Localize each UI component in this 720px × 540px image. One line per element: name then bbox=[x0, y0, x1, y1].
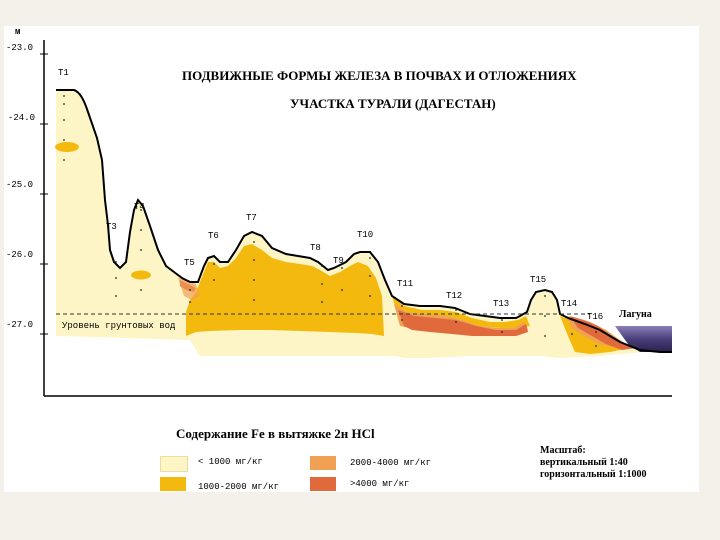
layer-orange-c bbox=[178, 278, 200, 300]
legend-label-red: >4000 мг/кг bbox=[350, 479, 410, 489]
point-label-t13: T13 bbox=[493, 299, 510, 309]
y-tick-label: -27.0 bbox=[6, 320, 34, 330]
legend-swatch-orange bbox=[310, 456, 336, 470]
scale-vertical: вертикальный 1:40 bbox=[540, 457, 628, 468]
point-label-t4: T4 bbox=[134, 202, 145, 212]
point-label-t12: T12 bbox=[446, 291, 463, 301]
legend-swatch-light bbox=[160, 456, 188, 472]
scale-horizontal: горизонтальный 1:1000 bbox=[540, 469, 647, 480]
lagoon-water bbox=[615, 326, 672, 352]
legend-title: Содержание Fe в вытяжке 2н HCl bbox=[176, 426, 375, 441]
layer-yellow bbox=[186, 244, 384, 336]
legend-swatch-red bbox=[310, 477, 336, 491]
legend-swatch-yellow bbox=[160, 477, 186, 491]
point-label-t3: T3 bbox=[106, 222, 117, 232]
lens-t1 bbox=[55, 142, 79, 152]
point-label-t9: T9 bbox=[333, 256, 344, 266]
point-label-t8: T8 bbox=[310, 243, 321, 253]
groundwater-label: Уровень грунтовых вод bbox=[62, 321, 176, 331]
y-tick-label: -26.0 bbox=[6, 250, 34, 260]
title-line1: ПОДВИЖНЫЕ ФОРМЫ ЖЕЛЕЗА В ПОЧВАХ И ОТЛОЖЕ… bbox=[182, 68, 577, 83]
lens-t4 bbox=[131, 270, 151, 280]
point-label-t16: T16 bbox=[587, 312, 604, 322]
y-tick-label: -23.0 bbox=[6, 43, 34, 53]
point-label-t14: T14 bbox=[561, 299, 578, 309]
legend-label-light: < 1000 мг/кг bbox=[198, 457, 263, 467]
sampling-dots bbox=[63, 95, 597, 347]
point-label-t10: T10 bbox=[357, 230, 374, 240]
point-label-t6: T6 bbox=[208, 231, 219, 241]
lagoon-label: Лагуна bbox=[619, 309, 652, 320]
point-label-t5: T5 bbox=[184, 258, 195, 268]
point-label-t11: T11 bbox=[397, 279, 414, 289]
y-tick-label: -24.0 bbox=[8, 113, 36, 123]
axis-unit: м bbox=[15, 27, 21, 37]
y-ticks bbox=[40, 53, 48, 335]
layer-red bbox=[398, 310, 528, 336]
point-label-t1: T1 bbox=[58, 68, 69, 78]
surface-line bbox=[56, 89, 672, 353]
legend-label-orange: 2000-4000 мг/кг bbox=[350, 458, 432, 468]
legend-label-yellow: 1000-2000 мг/кг bbox=[198, 482, 280, 492]
title-line2: УЧАСТКА ТУРАЛИ (ДАГЕСТАН) bbox=[290, 96, 496, 111]
scale-heading: Масштаб: bbox=[540, 445, 586, 456]
point-label-t15: T15 bbox=[530, 275, 547, 285]
point-label-t7: T7 bbox=[246, 213, 257, 223]
y-tick-label: -25.0 bbox=[6, 180, 34, 190]
